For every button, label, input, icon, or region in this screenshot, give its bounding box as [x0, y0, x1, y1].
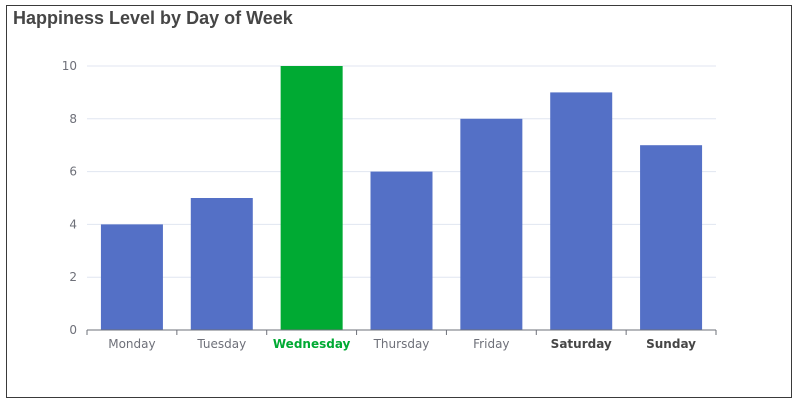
- bar-saturday: [550, 92, 613, 331]
- bar-thursday: [370, 171, 433, 330]
- y-tick-label: 0: [69, 323, 77, 337]
- x-tick-label-thursday: Thursday: [373, 337, 430, 351]
- y-tick-label: 6: [69, 165, 77, 179]
- x-axis: Monday Tuesday Wednesday Thursday Friday Satu…: [86, 329, 717, 351]
- y-axis-ticks: 0 2 4 6 8 10: [62, 59, 77, 337]
- x-tick-label-wednesday: Wednesday: [273, 337, 351, 351]
- x-tick-label-friday: Friday: [473, 337, 509, 351]
- bar-sunday: [640, 145, 703, 330]
- x-tick-label-sunday: Sunday: [646, 337, 696, 351]
- y-tick-label: 2: [69, 270, 77, 284]
- chart-title: Happiness Level by Day of Week: [13, 8, 293, 28]
- bars: [100, 66, 703, 331]
- y-tick-label: 4: [69, 217, 77, 231]
- y-tick-label: 10: [62, 59, 77, 73]
- y-tick-label: 8: [69, 112, 77, 126]
- x-tick-label-saturday: Saturday: [551, 337, 612, 351]
- x-tick-label-monday: Monday: [108, 337, 155, 351]
- x-tick-label-tuesday: Tuesday: [196, 337, 246, 351]
- bar-wednesday: [280, 66, 343, 330]
- bar-monday: [100, 224, 163, 330]
- bar-tuesday: [190, 198, 253, 330]
- bar-friday: [460, 118, 523, 330]
